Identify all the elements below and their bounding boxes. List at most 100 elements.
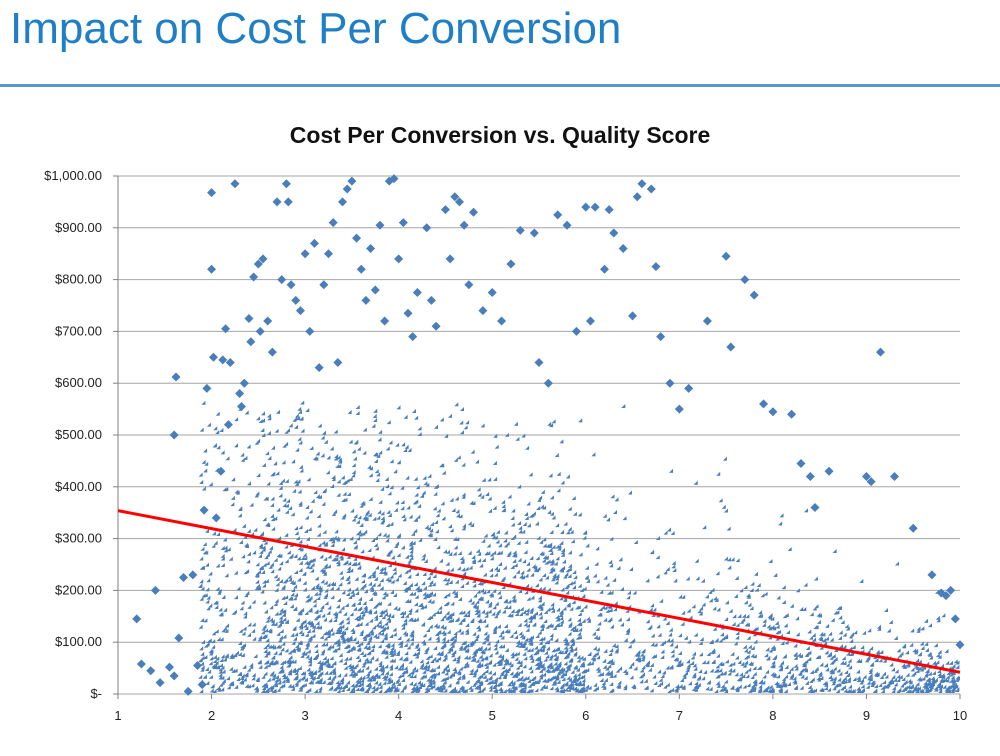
data-point (319, 280, 329, 290)
data-point (291, 295, 301, 305)
y-tick-label: $700.00 (55, 323, 102, 338)
data-point (249, 272, 259, 282)
data-point (553, 210, 563, 220)
data-point (440, 205, 450, 215)
data-point (171, 372, 181, 382)
data-point (497, 316, 507, 326)
data-point (890, 471, 900, 481)
data-point (543, 378, 553, 388)
data-point (178, 572, 188, 582)
data-point (309, 238, 319, 248)
data-point (908, 523, 918, 533)
y-tick-label: $500.00 (55, 427, 102, 442)
data-point (235, 389, 245, 399)
data-point (239, 378, 249, 388)
y-tick-label: $900.00 (55, 220, 102, 235)
data-point (199, 505, 209, 515)
data-point (618, 244, 628, 254)
data-point (324, 249, 333, 259)
data-point (258, 254, 268, 264)
data-point (164, 662, 174, 672)
data-point (628, 311, 638, 321)
y-tick-label: $100.00 (55, 634, 102, 649)
data-point (146, 666, 156, 676)
data-point (216, 466, 226, 476)
data-point (529, 228, 539, 238)
x-tick-label: 3 (301, 708, 308, 723)
data-point (174, 633, 184, 643)
data-point (356, 264, 366, 274)
data-point (824, 466, 834, 476)
data-point (408, 332, 418, 342)
data-point (941, 591, 951, 601)
data-point (866, 477, 876, 487)
data-point (380, 316, 390, 326)
data-point (861, 471, 871, 481)
data-point (875, 347, 885, 357)
data-point (632, 192, 642, 202)
data-point (609, 228, 619, 238)
data-point (927, 570, 937, 580)
data-point (787, 409, 797, 419)
data-point (487, 288, 497, 298)
data-point (169, 671, 179, 681)
data-point (674, 404, 684, 414)
data-point (721, 251, 731, 261)
data-point (281, 179, 291, 189)
data-point (328, 218, 338, 228)
data-point (221, 324, 231, 334)
data-point (450, 192, 460, 202)
data-point (946, 585, 956, 595)
data-point (246, 337, 256, 347)
data-point (422, 223, 432, 233)
x-tick-label: 9 (863, 708, 870, 723)
data-point (169, 430, 179, 440)
data-point (225, 357, 235, 367)
data-point (571, 326, 581, 336)
data-point (459, 220, 469, 230)
data-point (207, 188, 217, 198)
data-point (366, 244, 376, 254)
data-point (646, 184, 656, 194)
data-point (665, 378, 675, 388)
data-point (562, 220, 572, 230)
x-tick-label: 7 (676, 708, 683, 723)
y-tick-label: $300.00 (55, 531, 102, 546)
data-point (740, 275, 750, 285)
data-point (375, 220, 385, 230)
data-point (590, 202, 600, 212)
data-point (352, 233, 362, 243)
trendline-layer (117, 509, 961, 674)
x-tick-label: 2 (208, 708, 215, 723)
dense-points (198, 400, 961, 694)
data-point (445, 254, 455, 264)
data-point (267, 347, 277, 357)
data-point (389, 174, 399, 184)
data-point (656, 332, 666, 342)
chart-title: Cost Per Conversion vs. Quality Score (289, 122, 711, 148)
data-point (431, 321, 441, 331)
data-point (188, 570, 198, 580)
x-tick-label: 8 (769, 708, 776, 723)
trendline (117, 509, 961, 674)
data-point (136, 659, 146, 669)
data-point (726, 342, 736, 352)
data-point (342, 184, 352, 194)
dense-point-cloud (198, 400, 961, 694)
data-point (183, 686, 193, 696)
data-point (132, 614, 142, 624)
data-point (300, 249, 310, 259)
data-point (370, 285, 380, 295)
y-tick-label: $400.00 (55, 479, 102, 494)
data-point (295, 306, 305, 316)
y-tick-label: $800.00 (55, 272, 102, 287)
data-point (637, 179, 647, 189)
data-point (394, 254, 404, 264)
y-tick-label: $200.00 (55, 582, 102, 597)
data-point (253, 259, 263, 269)
data-point (403, 308, 413, 318)
data-point (950, 614, 960, 624)
data-point (197, 680, 207, 690)
data-point (218, 355, 228, 365)
